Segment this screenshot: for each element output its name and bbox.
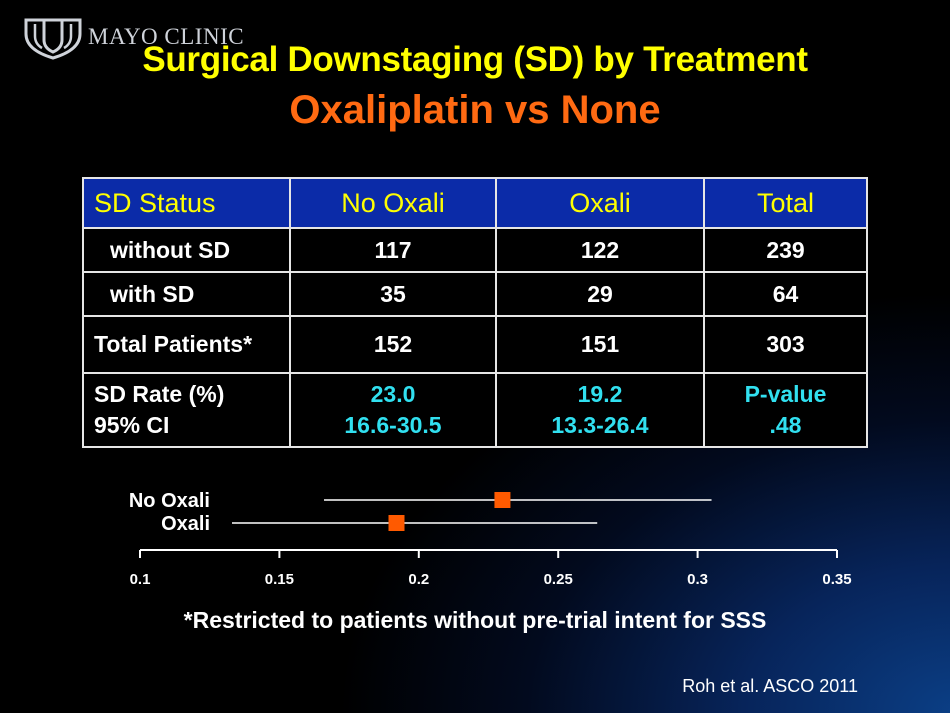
- x-tick-label: 0.15: [265, 571, 294, 588]
- table-row-sd-rate: SD Rate (%) 95% CI 23.0 16.6-30.5 19.2 1…: [82, 372, 868, 448]
- table-cell: 35: [289, 271, 497, 317]
- ci-label: 95% CI: [94, 412, 170, 438]
- point-estimate-marker: [388, 515, 405, 531]
- table-cell: 151: [495, 315, 705, 374]
- row-label: SD Rate (%) 95% CI: [82, 372, 291, 448]
- x-tick-label: 0.3: [687, 571, 708, 588]
- rate-value: 23.0: [370, 381, 416, 407]
- logo-text: MAYO CLINIC: [88, 24, 245, 49]
- series-label: No Oxali: [129, 490, 210, 512]
- row-label: without SD: [82, 227, 291, 273]
- table-row: Total Patients* 152 151 303: [82, 315, 868, 374]
- table-cell: P-value .48: [703, 372, 868, 448]
- rate-value: 19.2: [577, 381, 623, 407]
- column-header: SD Status: [82, 177, 291, 229]
- table-cell: 29: [495, 271, 705, 317]
- table-cell: 122: [495, 227, 705, 273]
- table-cell: 23.0 16.6-30.5: [289, 372, 497, 448]
- ci-value: 16.6-30.5: [344, 412, 442, 438]
- mayo-shields-icon: [24, 18, 82, 60]
- table-row: with SD 35 29 64: [82, 271, 868, 317]
- column-header: No Oxali: [289, 177, 497, 229]
- citation: Roh et al. ASCO 2011: [682, 676, 858, 696]
- table-row: without SD 117 122 239: [82, 227, 868, 273]
- point-estimate-marker: [494, 492, 511, 508]
- sd-rate-label: SD Rate (%): [94, 381, 225, 407]
- table-cell: 152: [289, 315, 497, 374]
- x-tick-label: 0.25: [544, 571, 573, 588]
- series-label: Oxali: [161, 513, 210, 535]
- table-cell: 117: [289, 227, 497, 273]
- ci-value: 13.3-26.4: [551, 412, 649, 438]
- x-tick-label: 0.35: [822, 571, 851, 588]
- table-cell: 19.2 13.3-26.4: [495, 372, 705, 448]
- slide-subtitle: Oxaliplatin vs None: [289, 88, 661, 132]
- column-header: Total: [703, 177, 868, 229]
- x-tick-label: 0.1: [130, 571, 151, 588]
- table-cell: 239: [703, 227, 868, 273]
- table-cell: 303: [703, 315, 868, 374]
- row-label: Total Patients*: [82, 315, 291, 374]
- slide-title: Surgical Downstaging (SD) by Treatment: [142, 40, 808, 79]
- p-value: .48: [769, 412, 802, 438]
- p-value-label: P-value: [744, 381, 827, 407]
- downstaging-table: SD Status No Oxali Oxali Total without S…: [82, 177, 868, 448]
- mayo-clinic-logo: MAYO CLINIC: [22, 14, 244, 60]
- table-cell: 64: [703, 271, 868, 317]
- column-header: Oxali: [495, 177, 705, 229]
- x-tick-label: 0.2: [408, 571, 429, 588]
- footnote: *Restricted to patients without pre-tria…: [183, 607, 767, 633]
- row-label: with SD: [82, 271, 291, 317]
- table-header-row: SD Status No Oxali Oxali Total: [82, 177, 868, 229]
